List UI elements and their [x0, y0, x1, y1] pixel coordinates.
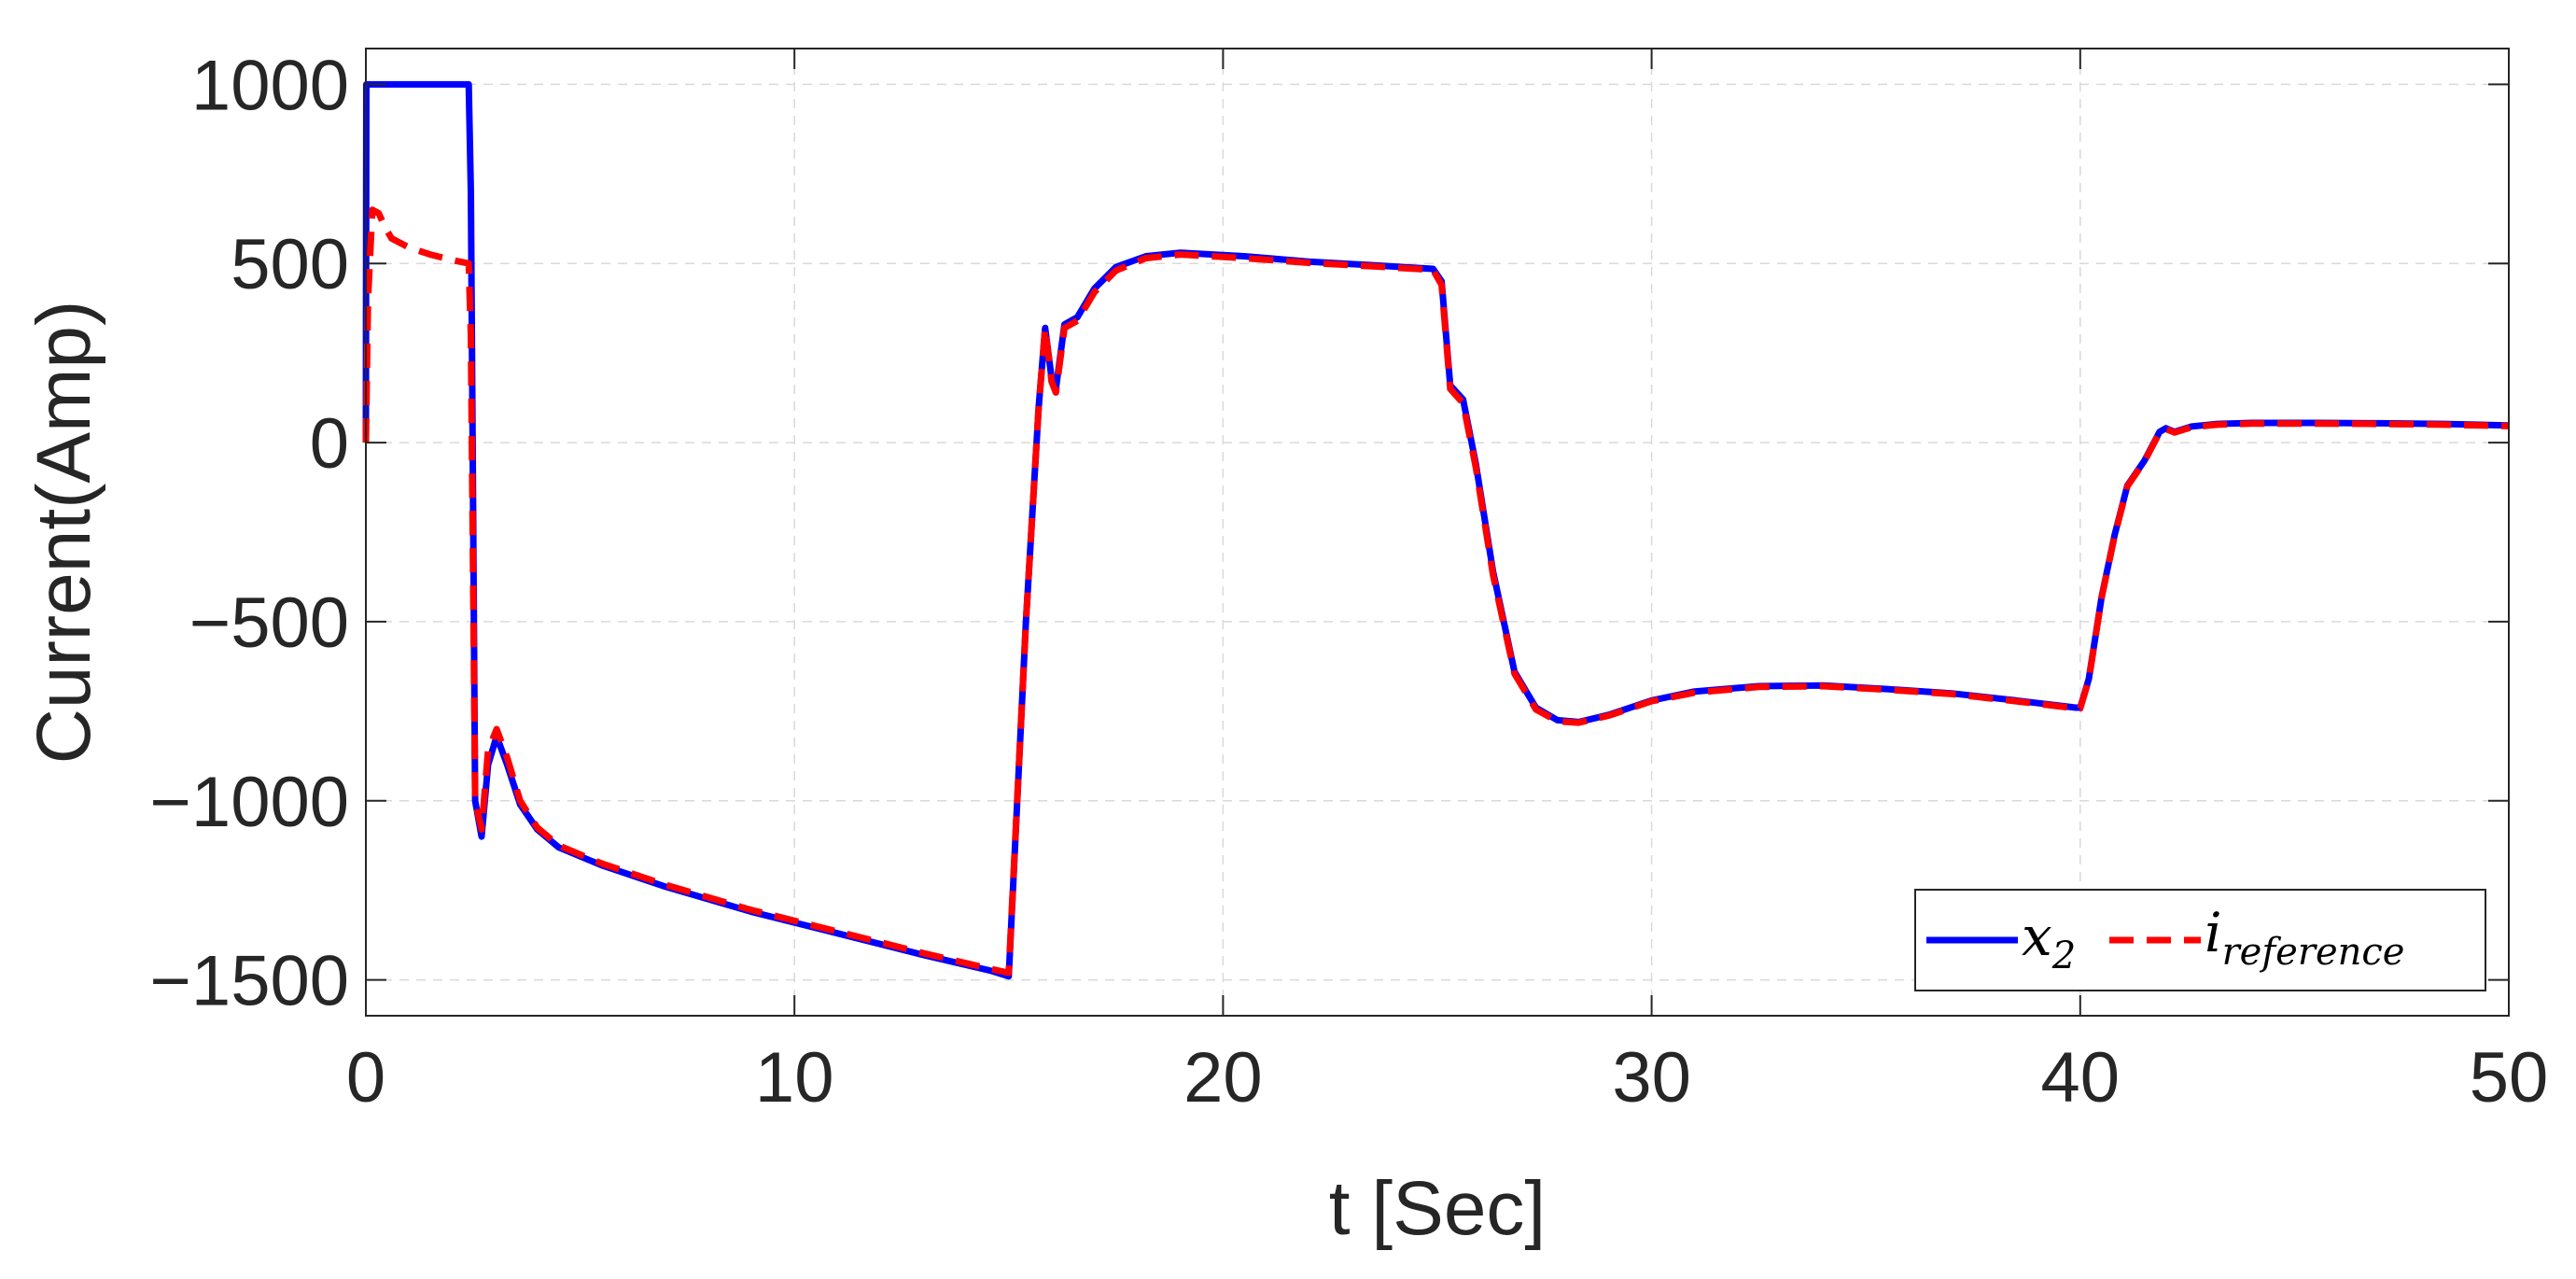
y-tick-label: −1500 — [150, 942, 349, 1021]
series-line-x2 — [362, 80, 2510, 980]
series-line-i-reference — [362, 206, 2510, 977]
legend-label-i-reference-base: i — [2205, 901, 2222, 964]
x-tick-label: 50 — [2470, 1038, 2549, 1117]
x-tick-label: 0 — [346, 1038, 385, 1117]
y-tick-label: −1000 — [150, 763, 349, 842]
x-tick-label: 40 — [2041, 1038, 2121, 1117]
y-tick-label: −500 — [189, 583, 349, 663]
legend-label-x2: x2 — [2022, 905, 2076, 977]
x-tick-label: 20 — [1183, 1038, 1263, 1117]
y-tick-label: 500 — [231, 225, 349, 304]
plot-series — [362, 80, 2510, 980]
x-tick-label: 10 — [755, 1038, 834, 1117]
chart-legend: x2 ireference — [1914, 889, 2486, 991]
y-axis-label: Current(Amp) — [21, 301, 106, 765]
legend-label-i-reference-subscript: reference — [2222, 931, 2405, 974]
legend-label-i-reference: ireference — [2205, 901, 2404, 974]
y-tick-label: 1000 — [191, 46, 349, 125]
grid-lines — [365, 49, 2510, 1016]
legend-label-x2-subscript: 2 — [2051, 935, 2076, 977]
x-tick-label: 30 — [1612, 1038, 1691, 1117]
y-tick-label: 0 — [310, 404, 349, 484]
x-axis-label: t [Sec] — [1329, 1166, 1546, 1251]
axis-ticks: 0 10 20 30 40 50 −1500 −1000 −500 0 500 1000 — [150, 46, 2549, 1117]
legend-label-x2-base: x — [2022, 905, 2052, 968]
plot-area-frame — [365, 48, 2510, 1017]
